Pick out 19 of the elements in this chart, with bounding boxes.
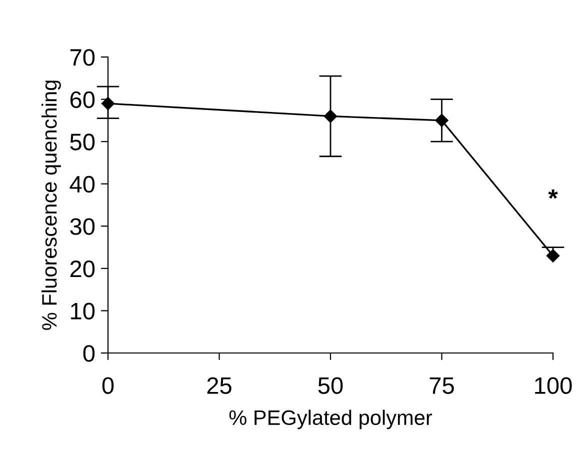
point — [435, 114, 448, 128]
y-tick-label: 0 — [83, 345, 95, 362]
y-tick-label: 30 — [70, 218, 95, 235]
y-tick-label: 50 — [70, 134, 95, 150]
x-tick-label: 50 — [318, 377, 343, 394]
x-axis-title: % PEGylated polymer — [229, 410, 432, 430]
y-tick-label: 70 — [70, 49, 95, 66]
x-tick-label: 0 — [102, 377, 114, 394]
y-axis-title: % Fluorescence quenching — [41, 80, 61, 330]
x-tick-label: 100 — [535, 377, 572, 394]
x-tick-label: 25 — [207, 377, 232, 394]
y-tick-label: 20 — [70, 260, 95, 278]
point — [324, 110, 338, 123]
annotation: * — [548, 189, 558, 199]
y-tick-label: 60 — [70, 91, 95, 108]
y-tick-label: 10 — [71, 302, 95, 320]
y-tick-label: 40 — [70, 176, 95, 193]
point — [101, 96, 115, 110]
x-tick-label: 75 — [430, 377, 454, 394]
